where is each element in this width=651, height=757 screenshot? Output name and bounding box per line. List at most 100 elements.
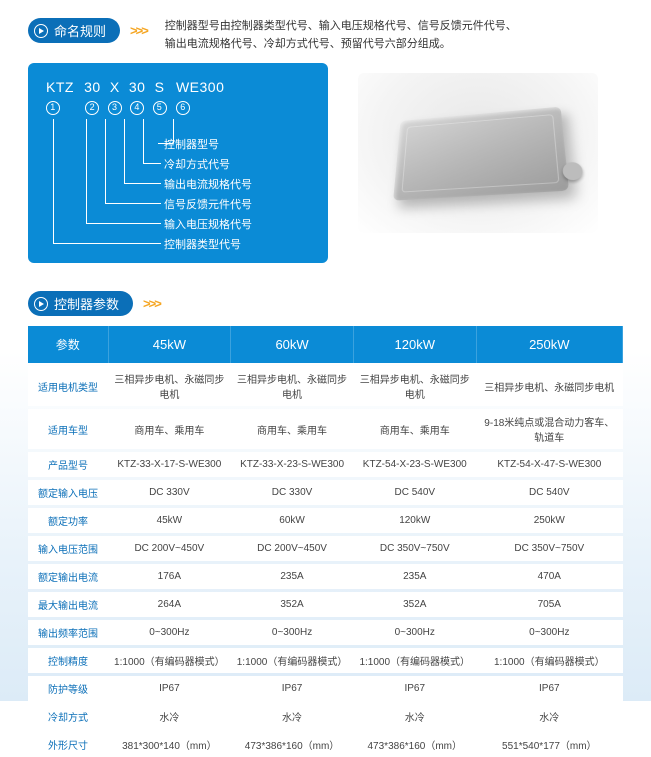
table-header-row: 参数 45kW 60kW 120kW 250kW: [28, 326, 623, 363]
cell: 1:1000（有编码器模式）: [476, 648, 622, 673]
model-string: KTZ 30 X 30 S WE300: [46, 79, 310, 95]
header-row-naming: 命名规则 >>> 控制器型号由控制器类型代号、输入电压规格代号、信号反馈元件代号…: [28, 18, 623, 53]
cell: DC 200V~450V: [108, 536, 231, 561]
cell: 235A: [353, 564, 476, 589]
cell: DC 540V: [476, 480, 622, 505]
cell: 473*386*160（mm）: [231, 732, 354, 757]
cell: 1:1000（有编码器模式）: [108, 648, 231, 673]
cell: 264A: [108, 592, 231, 617]
pill-params: 控制器参数: [28, 291, 133, 316]
cell: 水冷: [108, 704, 231, 729]
diag-label-2: 输入电压规格代号: [164, 216, 252, 232]
cell: 水冷: [476, 704, 622, 729]
section-header-naming: 命名规则 >>>: [28, 18, 147, 43]
row-label: 输入电压范围: [28, 536, 108, 561]
cell: 三相异步电机、永磁同步电机: [353, 366, 476, 406]
cell: 1:1000（有编码器模式）: [353, 648, 476, 673]
cell: 470A: [476, 564, 622, 589]
param-table: 参数 45kW 60kW 120kW 250kW 适用电机类型三相异步电机、永磁…: [28, 326, 623, 757]
idx-6: 6: [176, 101, 190, 115]
cell: 水冷: [353, 704, 476, 729]
row-label: 额定输出电流: [28, 564, 108, 589]
row-label: 额定输入电压: [28, 480, 108, 505]
table-row: 最大输出电流264A352A352A705A: [28, 592, 623, 617]
table-row: 输入电压范围DC 200V~450VDC 200V~450VDC 350V~75…: [28, 536, 623, 561]
cell: 352A: [231, 592, 354, 617]
cell: 120kW: [353, 508, 476, 533]
cell: KTZ-54-X-23-S-WE300: [353, 452, 476, 477]
cell: 473*386*160（mm）: [353, 732, 476, 757]
cell: 0~300Hz: [476, 620, 622, 645]
cell: DC 350V~750V: [353, 536, 476, 561]
cell: 381*300*140（mm）: [108, 732, 231, 757]
model-indices: 1 2 3 4 5 6: [46, 97, 310, 115]
cell: DC 540V: [353, 480, 476, 505]
cell: 三相异步电机、永磁同步电机: [108, 366, 231, 406]
table-row: 适用电机类型三相异步电机、永磁同步电机三相异步电机、永磁同步电机三相异步电机、永…: [28, 366, 623, 406]
row-label: 适用电机类型: [28, 366, 108, 406]
cell: 60kW: [231, 508, 354, 533]
cell: 0~300Hz: [108, 620, 231, 645]
row-label: 冷却方式: [28, 704, 108, 729]
row-label: 控制精度: [28, 648, 108, 673]
th-4: 250kW: [476, 326, 622, 363]
play-icon: [34, 297, 48, 311]
table-row: 适用车型商用车、乘用车商用车、乘用车商用车、乘用车9-18米纯点或混合动力客车、…: [28, 409, 623, 449]
device-render: [393, 107, 569, 201]
cell: IP67: [108, 676, 231, 701]
cell: 45kW: [108, 508, 231, 533]
row-label: 输出频率范围: [28, 620, 108, 645]
cell: IP67: [231, 676, 354, 701]
idx-5: 5: [153, 101, 167, 115]
diagram-lines: 控制器型号 冷却方式代号 输出电流规格代号 信号反馈元件代号 输入电压规格代号 …: [46, 119, 310, 249]
cell: IP67: [476, 676, 622, 701]
row-label: 外形尺寸: [28, 732, 108, 757]
row-label: 防护等级: [28, 676, 108, 701]
diag-label-4: 输出电流规格代号: [164, 176, 252, 192]
idx-4: 4: [130, 101, 144, 115]
section-title-params: 控制器参数: [54, 294, 119, 313]
naming-content: KTZ 30 X 30 S WE300 1 2 3 4 5 6: [28, 53, 623, 263]
cell: 商用车、乘用车: [353, 409, 476, 449]
cell: 705A: [476, 592, 622, 617]
cell: DC 330V: [231, 480, 354, 505]
cell: DC 350V~750V: [476, 536, 622, 561]
product-photo: [358, 73, 598, 233]
cell: 三相异步电机、永磁同步电机: [476, 366, 622, 406]
table-row: 额定输出电流176A235A235A470A: [28, 564, 623, 589]
cell: 551*540*177（mm）: [476, 732, 622, 757]
cell: IP67: [353, 676, 476, 701]
table-row: 外形尺寸381*300*140（mm）473*386*160（mm）473*38…: [28, 732, 623, 757]
table-row: 冷却方式水冷水冷水冷水冷: [28, 704, 623, 729]
idx-2: 2: [85, 101, 99, 115]
idx-3: 3: [108, 101, 122, 115]
chevron-icon: >>>: [143, 296, 160, 311]
intro-line1: 控制器型号由控制器类型代号、输入电压规格代号、信号反馈元件代号、: [165, 18, 623, 36]
chevron-icon: >>>: [130, 23, 147, 38]
diag-label-5: 冷却方式代号: [164, 156, 230, 172]
params-section: 控制器参数 >>> 参数 45kW 60kW 120kW 250kW 适用电机类…: [28, 291, 623, 757]
diag-label-6: 控制器型号: [164, 136, 219, 152]
th-2: 60kW: [231, 326, 354, 363]
model-part-5: S: [152, 79, 168, 95]
table-row: 产品型号KTZ-33-X-17-S-WE300KTZ-33-X-23-S-WE3…: [28, 452, 623, 477]
cell: 250kW: [476, 508, 622, 533]
cell: 水冷: [231, 704, 354, 729]
model-part-1: KTZ: [46, 79, 78, 95]
section-header-params: 控制器参数 >>>: [28, 291, 623, 316]
section-title-naming: 命名规则: [54, 21, 106, 40]
diag-label-1: 控制器类型代号: [164, 236, 241, 252]
th-0: 参数: [28, 326, 108, 363]
intro-line2: 输出电流规格代号、冷却方式代号、预留代号六部分组成。: [165, 36, 623, 54]
naming-diagram-box: KTZ 30 X 30 S WE300 1 2 3 4 5 6: [28, 63, 328, 263]
cell: 商用车、乘用车: [108, 409, 231, 449]
th-3: 120kW: [353, 326, 476, 363]
cell: 176A: [108, 564, 231, 589]
model-part-4: 30: [127, 79, 147, 95]
model-part-3: X: [107, 79, 123, 95]
row-label: 产品型号: [28, 452, 108, 477]
cell: 9-18米纯点或混合动力客车、轨道车: [476, 409, 622, 449]
cell: DC 330V: [108, 480, 231, 505]
cell: 352A: [353, 592, 476, 617]
diag-label-3: 信号反馈元件代号: [164, 196, 252, 212]
